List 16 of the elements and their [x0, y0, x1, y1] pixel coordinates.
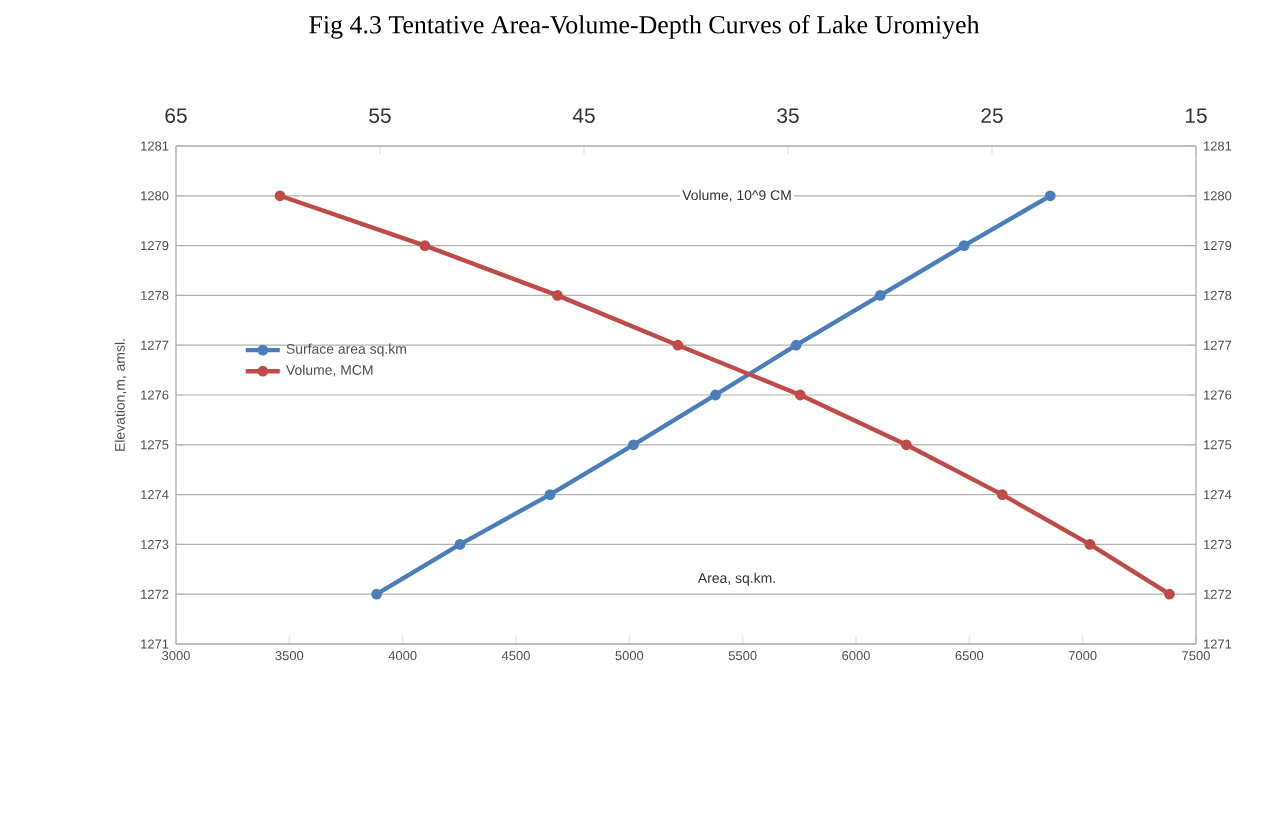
x2-tick-label: 25 [981, 108, 1003, 123]
x2-tick-label: 35 [777, 108, 799, 123]
point [544, 489, 556, 500]
x2-tick-label: 45 [572, 108, 595, 123]
point [790, 339, 802, 351]
chart-title: Fig 4.3 Tentative Area-Volume-Depth Curves of Lake Uromiyeh [309, 15, 980, 39]
point [454, 539, 466, 550]
point [628, 439, 639, 451]
point [710, 389, 721, 401]
x2-tick-label: 15 [1185, 108, 1207, 123]
point [371, 588, 382, 600]
x2-tick-label: 65 [165, 108, 187, 123]
point [1044, 190, 1056, 202]
point [874, 290, 886, 301]
point [958, 240, 970, 251]
x2-tick-label: 55 [369, 108, 391, 123]
